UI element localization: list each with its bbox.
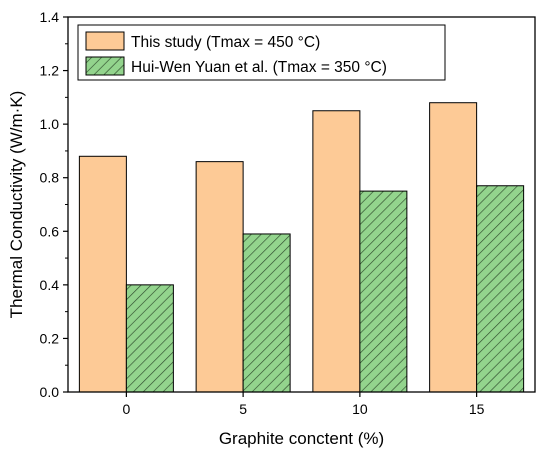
y-axis-title: Thermal Conductivity (W/m·K) (7, 91, 26, 319)
bar-series2-cat-15 (476, 185, 525, 393)
y-tick-label: 0.4 (40, 277, 60, 293)
legend-box (77, 24, 446, 81)
legend: This study (Tmax = 450 °C) Hui-Wen Yuan e… (77, 24, 446, 81)
bar-series1-cat-0 (78, 155, 127, 393)
x-tick-label: 5 (239, 401, 247, 417)
legend-label-series1: This study (Tmax = 450 °C) (131, 34, 320, 51)
axes-layer: 0.0 0.2 0.4 0.6 0.8 1.0 1.2 1.4 0 5 10 15 (40, 9, 536, 417)
legend-label-series2: Hui-Wen Yuan et al. (Tmax = 350 °C) (131, 59, 387, 76)
y-tick-label: 1.0 (40, 116, 60, 132)
legend-swatch-series1 (85, 31, 125, 51)
x-tick-label: 0 (122, 401, 130, 417)
bar-series1-cat-10 (312, 110, 361, 393)
y-tick-label: 0.6 (40, 223, 60, 239)
x-tick-label: 10 (352, 401, 368, 417)
legend-swatch-series2 (85, 56, 125, 76)
bars-layer (78, 102, 525, 393)
y-tick-label: 1.4 (40, 9, 60, 25)
bar-series2-cat-0 (125, 284, 174, 393)
y-tick-label: 0.2 (40, 330, 60, 346)
bar-series2-cat-5 (242, 233, 291, 393)
bar-series1-cat-15 (429, 102, 478, 393)
x-tick-label: 15 (469, 401, 485, 417)
bar-series1-cat-5 (195, 161, 244, 393)
y-tick-label: 0.0 (40, 384, 60, 400)
y-tick-label: 0.8 (40, 170, 60, 186)
bar-series2-cat-10 (359, 190, 408, 393)
x-axis-title: Graphite conctent (%) (219, 429, 384, 448)
y-tick-label: 1.2 (40, 63, 60, 79)
